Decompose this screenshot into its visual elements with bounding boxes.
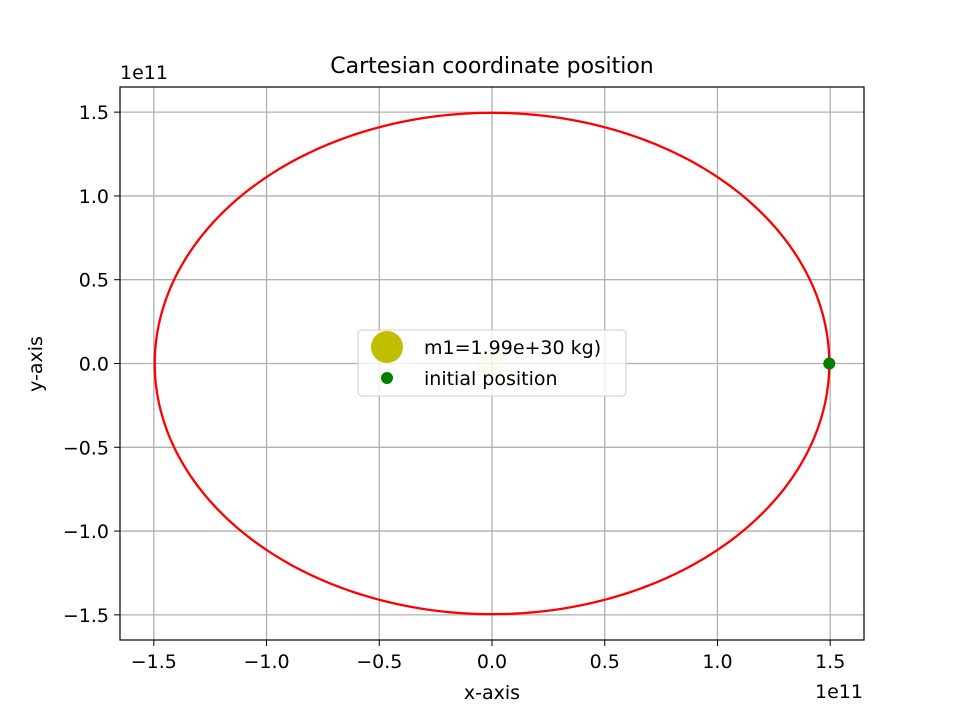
x-axis-label: x-axis [464, 682, 520, 704]
legend-box [357, 329, 627, 397]
legend-label-m1: m1=1.99e+30 kg) [424, 337, 601, 359]
x-tick-label-5: 1.0 [702, 651, 732, 673]
initial-position-marker [823, 357, 836, 370]
orbit-path [153, 111, 831, 616]
legend: m1=1.99e+30 kg) initial position [357, 329, 627, 397]
y-tick-label-2: −0.5 [63, 437, 109, 459]
legend-label-initial-position: initial position [424, 368, 558, 390]
x-tick-label-2: −0.5 [356, 651, 402, 673]
chart-title: Cartesian coordinate position [330, 54, 654, 79]
x-tick-label-1: −1.0 [243, 651, 289, 673]
ticks: −1.5 −1.0 −0.5 0.0 0.5 1.0 1.5 −1.5 −1.0 −0.5 0.0 0… [63, 102, 845, 673]
y-axis-label: y-axis [25, 336, 47, 392]
x-tick-label-0: −1.5 [131, 651, 177, 673]
x-offset-label: 1e11 [815, 681, 863, 703]
y-tick-label-5: 1.0 [79, 186, 109, 208]
legend-marker-initial-position [381, 372, 393, 384]
x-tick-label-3: 0.0 [477, 651, 507, 673]
y-tick-label-3: 0.0 [79, 354, 109, 376]
x-tick-label-6: 1.5 [815, 651, 845, 673]
legend-marker-m1 [371, 331, 403, 363]
y-tick-label-0: −1.5 [63, 605, 109, 627]
y-tick-label-4: 0.5 [79, 270, 109, 292]
x-tick-label-4: 0.5 [590, 651, 620, 673]
y-tick-label-6: 1.5 [79, 102, 109, 124]
y-offset-label: 1e11 [120, 62, 168, 84]
y-tick-label-1: −1.0 [63, 521, 109, 543]
